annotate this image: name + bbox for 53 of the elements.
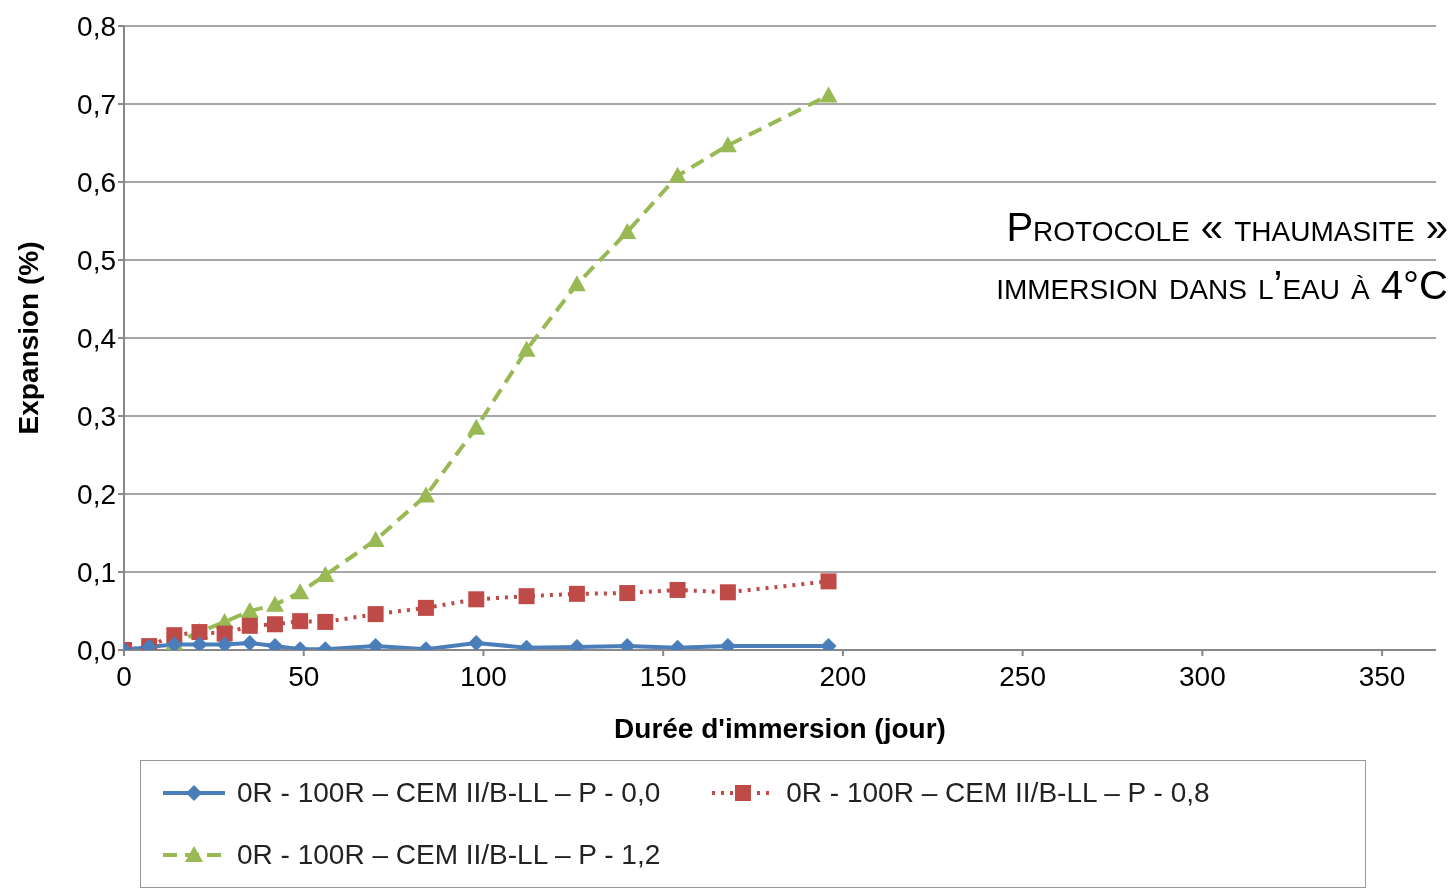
x-tick-label: 250 (999, 660, 1046, 692)
point (518, 588, 535, 605)
x-tick-label: 150 (639, 660, 687, 692)
point (316, 566, 335, 583)
y-tick-label: 0,7 (77, 88, 116, 120)
annotation: Protocole « thaumasite » (1005, 204, 1448, 251)
y-tick-label: 0,0 (77, 634, 116, 666)
point (819, 86, 838, 103)
point (216, 636, 233, 650)
point (416, 486, 435, 503)
y-tick-label: 0,3 (77, 400, 116, 432)
point (568, 585, 585, 602)
point (468, 591, 485, 608)
point (517, 340, 536, 357)
point (468, 634, 485, 650)
x-tick-label: 100 (460, 660, 507, 692)
point (668, 166, 687, 183)
x-tick-label: 300 (1179, 660, 1226, 692)
x-tick-label: 350 (1358, 660, 1406, 692)
point (292, 613, 309, 630)
x-tick-label: 50 (288, 660, 320, 692)
point (317, 613, 334, 630)
legend-label: 0R - 100R – CEM II/B-LL – P - 0,8 (786, 777, 1210, 809)
point (619, 585, 636, 602)
point (291, 583, 310, 600)
x-axis-title: Durée d'immersion (jour) (614, 713, 946, 744)
point (417, 599, 434, 616)
point (241, 634, 258, 650)
legend-label: 0R - 100R – CEM II/B-LL – P - 0,0 (237, 777, 661, 809)
point (718, 136, 737, 153)
point (618, 222, 637, 239)
x-tick-label: 0 (116, 660, 132, 692)
annotation: immersion dans l’eau à 4°C (996, 262, 1448, 309)
point (820, 573, 837, 590)
legend-label: 0R - 100R – CEM II/B-LL – P - 1,2 (237, 839, 661, 871)
y-tick-label: 0,1 (77, 556, 116, 588)
point (719, 584, 736, 601)
x-tick-label: 200 (819, 660, 867, 692)
y-tick-label: 0,5 (77, 244, 116, 276)
point (567, 275, 586, 292)
point (240, 602, 259, 618)
y-tick-label: 0,2 (77, 478, 116, 510)
point (265, 595, 284, 612)
y-tick-label: 0,6 (77, 166, 116, 198)
point (191, 636, 208, 650)
y-tick-label: 0,4 (77, 322, 116, 354)
point (266, 616, 283, 633)
point (241, 617, 258, 634)
point (669, 581, 686, 598)
y-tick-label: 0,8 (77, 10, 116, 42)
point (367, 606, 384, 623)
point (467, 418, 486, 435)
y-axis-title: Expansion (%) (12, 241, 44, 435)
